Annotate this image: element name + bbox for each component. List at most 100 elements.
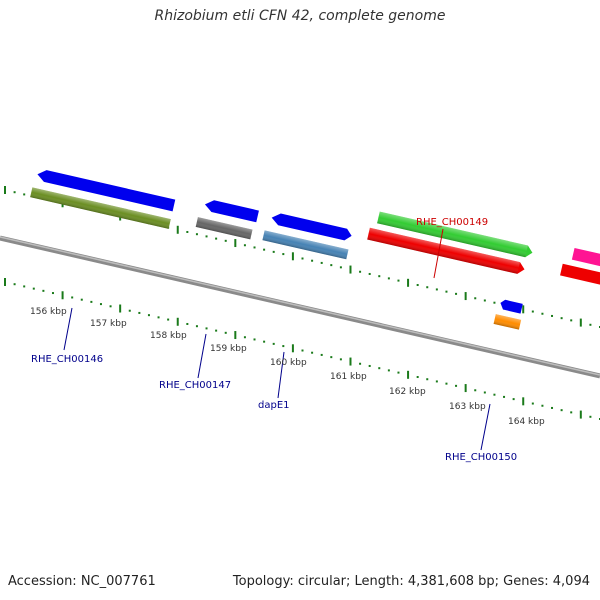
upper-track-minor-tick (359, 270, 362, 273)
upper-track-minor-tick (551, 314, 554, 317)
upper-track-minor-tick (186, 230, 189, 233)
leader-rhe-ch00150 (480, 403, 491, 451)
orange-feature-shade (493, 314, 522, 330)
lower-track-minor-tick (560, 409, 563, 412)
lower-track-minor-tick (224, 331, 227, 334)
genome-backbone-highlight (0, 236, 600, 376)
lower-track-minor-tick (541, 404, 544, 407)
gene-rhe-ch00146-arrow[interactable] (36, 168, 176, 212)
gene-label-dape1: dapE1 (258, 400, 290, 411)
lower-track-minor-tick (282, 345, 285, 348)
lower-track-minor-tick (272, 342, 275, 345)
lower-track-minor-tick (90, 300, 93, 303)
upper-track-minor-tick (570, 319, 573, 322)
lower-track-minor-tick (23, 285, 26, 288)
lower-track-minor-tick (483, 391, 486, 394)
upper-track-minor-tick (253, 246, 256, 249)
lower-track-minor-tick (13, 283, 16, 286)
upper-track-minor-tick (368, 272, 371, 275)
lower-track-minor-tick (426, 378, 429, 381)
lower-track-minor-tick (109, 305, 112, 308)
pink-feature[interactable] (571, 247, 600, 279)
upper-track-minor-tick (272, 250, 275, 253)
upper-track-minor-tick (560, 317, 563, 320)
lower-track-minor-tick (570, 411, 573, 414)
scale-label-160: 160 kbp (270, 358, 307, 368)
gray-feature-shade (195, 217, 253, 240)
gene-rhe-ch00149-shade (377, 211, 528, 258)
upper-track-minor-tick (531, 310, 534, 313)
scale-label-158: 158 kbp (150, 331, 187, 341)
upper-track-minor-tick (474, 297, 477, 300)
upper-track-minor-tick (378, 275, 381, 278)
lower-track-minor-tick (378, 367, 381, 370)
lower-track-minor-tick (205, 327, 208, 330)
red-feature-2[interactable] (560, 263, 600, 296)
lower-track-minor-tick (512, 398, 515, 401)
upper-track-minor-tick (589, 323, 592, 326)
genome-backbone (0, 235, 600, 379)
lower-track-minor-tick (474, 389, 477, 392)
scale-label-161: 161 kbp (330, 372, 367, 382)
upper-track-minor-tick (23, 193, 26, 196)
lower-track-minor-tick (589, 415, 592, 418)
scale-label-159: 159 kbp (210, 344, 247, 354)
upper-track-minor-tick (387, 277, 390, 280)
red-feature-shade (367, 227, 521, 274)
lower-track-minor-tick (99, 303, 102, 306)
upper-track-minor-tick (320, 261, 323, 264)
scale-label-156: 156 kbp (30, 307, 67, 317)
upper-track-minor-tick (301, 257, 304, 260)
lower-track-minor-tick (215, 329, 218, 332)
lower-track-minor-tick (138, 311, 141, 314)
upper-track-minor-tick (445, 290, 448, 293)
lower-track-minor-tick (330, 356, 333, 359)
genome-summary-text: Topology: circular; Length: 4,381,608 bp… (232, 574, 590, 589)
upper-track-minor-tick (243, 244, 246, 247)
upper-track-minor-tick (205, 235, 208, 238)
lower-track-minor-tick (359, 362, 362, 365)
lower-track-minor-tick (387, 369, 390, 372)
scale-label-164: 164 kbp (508, 417, 545, 427)
gene-label-rhe-ch00150: RHE_CH00150 (445, 452, 517, 463)
lower-tick-track (4, 278, 600, 420)
lower-track-minor-tick (42, 289, 45, 292)
upper-track-minor-tick (339, 266, 342, 269)
lower-track-minor-tick (128, 309, 131, 312)
upper-track-minor-tick (311, 259, 314, 262)
gene-rhe-ch00147-arrow[interactable] (204, 199, 259, 223)
lower-track-minor-tick (147, 314, 150, 317)
lower-track-minor-tick (195, 325, 198, 328)
upper-track-minor-tick (397, 279, 400, 282)
lower-track-minor-tick (445, 382, 448, 385)
lower-track-minor-tick (311, 351, 314, 354)
scale-label-162: 162 kbp (389, 387, 426, 397)
upper-track-minor-tick (13, 191, 16, 194)
lower-track-minor-tick (157, 316, 160, 319)
lower-track-minor-tick (51, 292, 54, 295)
lower-track-minor-tick (455, 384, 458, 387)
upper-track-minor-tick (426, 286, 429, 289)
lower-track-minor-tick (320, 353, 323, 356)
scale-label-157: 157 kbp (90, 319, 127, 329)
gene-rhe-ch00150-arrow[interactable] (499, 299, 523, 314)
lower-track-minor-tick (243, 336, 246, 339)
upper-track-minor-tick (493, 301, 496, 304)
upper-track-minor-tick (330, 264, 333, 267)
upper-track-minor-tick (195, 233, 198, 236)
lower-track-minor-tick (32, 287, 35, 290)
lower-track-minor-tick (503, 395, 506, 398)
lower-track-minor-tick (339, 358, 342, 361)
lower-track-minor-tick (493, 393, 496, 396)
upper-track-minor-tick (541, 312, 544, 315)
leader-dape1 (277, 351, 285, 399)
gene-dape1-arrow[interactable] (270, 212, 353, 242)
leader-rhe-ch00149 (433, 228, 444, 279)
olive-feature-shade (30, 187, 171, 229)
lower-track-minor-tick (416, 376, 419, 379)
lower-track-minor-tick (167, 318, 170, 321)
lower-track-minor-tick (301, 349, 304, 352)
steelblue-feature-shade (262, 230, 349, 260)
